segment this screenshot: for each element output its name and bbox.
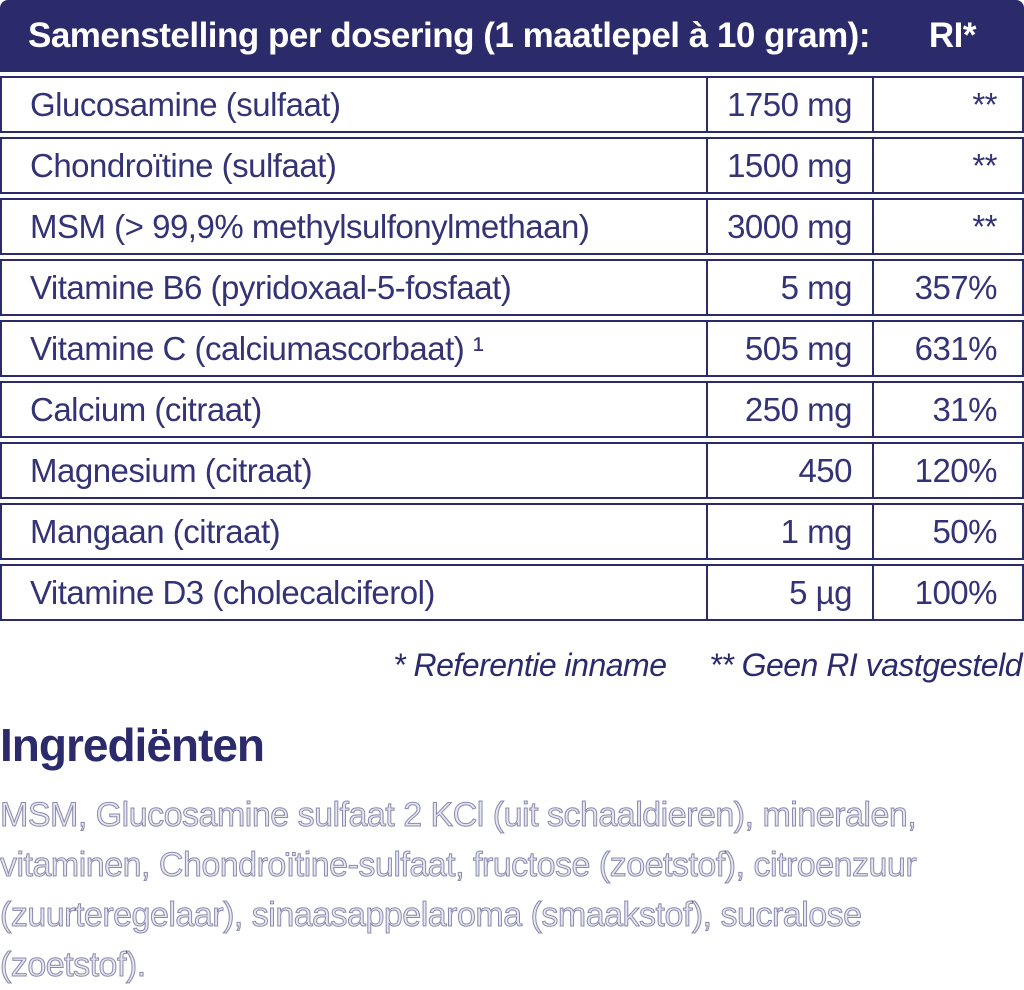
table-row: Calcium (citraat) 250 mg 31% [0,381,1024,438]
nutrient-name-cell: Magnesium (citraat) [30,451,313,489]
amount-cell: 1500 mg [706,139,872,192]
nutrient-name-cell: MSM (> 99,9% methylsulfonylmethaan) [30,207,590,245]
ri-value-cell: 120% [872,444,1022,497]
ri-value-cell: 100% [872,566,1022,619]
footnote: * Referentie inname ** Geen RI vastgeste… [0,647,1024,684]
composition-table: Samenstelling per dosering (1 maatlepel … [0,0,1024,621]
ri-value-cell: ** [872,200,1022,253]
ingredients-heading: Ingrediënten [0,719,265,771]
table-row: MSM (> 99,9% methylsulfonylmethaan) 3000… [0,198,1024,255]
reference-intake-note: * Referentie inname [393,647,667,683]
table-body: Glucosamine (sulfaat) 1750 mg ** Chondro… [0,76,1024,621]
amount-cell: 505 mg [706,322,872,375]
ri-value-cell: 631% [872,322,1022,375]
table-row: Chondroïtine (sulfaat) 1500 mg ** [0,137,1024,194]
nutrient-name-cell: Glucosamine (sulfaat) [30,85,341,123]
ri-value-cell: 357% [872,261,1022,314]
ri-value-cell: 50% [872,505,1022,558]
amount-cell: 3000 mg [706,200,872,253]
table-row: Magnesium (citraat) 450 120% [0,442,1024,499]
ri-value-cell: 31% [872,383,1022,436]
table-row: Glucosamine (sulfaat) 1750 mg ** [0,76,1024,133]
amount-cell: 5 mg [706,261,872,314]
amount-cell: 250 mg [706,383,872,436]
ingredients-text: MSM, Glucosamine sulfaat 2 KCl (uit scha… [0,796,917,985]
ri-column-header: RI* [928,16,977,55]
amount-cell: 1 mg [706,505,872,558]
table-header: Samenstelling per dosering (1 maatlepel … [0,0,1024,72]
nutrient-name-cell: Chondroïtine (sulfaat) [30,146,337,184]
table-row: Vitamine D3 (cholecalciferol) 5 µg 100% [0,564,1024,621]
nutrient-name-cell: Mangaan (citraat) [30,512,281,550]
nutrient-name-cell: Vitamine D3 (cholecalciferol) [30,573,435,611]
table-row: Vitamine C (calciumascorbaat) ¹ 505 mg 6… [0,320,1024,377]
ri-value-cell: ** [872,139,1022,192]
nutrient-name-cell: Vitamine C (calciumascorbaat) ¹ [30,329,484,367]
no-ri-note: ** Geen RI vastgesteld [709,647,1022,683]
ri-value-cell: ** [872,78,1022,131]
table-row: Mangaan (citraat) 1 mg 50% [0,503,1024,560]
table-row: Vitamine B6 (pyridoxaal-5-fosfaat) 5 mg … [0,259,1024,316]
amount-cell: 450 [706,444,872,497]
nutrient-name-cell: Vitamine B6 (pyridoxaal-5-fosfaat) [30,268,512,306]
amount-cell: 5 µg [706,566,872,619]
amount-cell: 1750 mg [706,78,872,131]
table-title: Samenstelling per dosering (1 maatlepel … [28,16,871,55]
nutrient-name-cell: Calcium (citraat) [30,390,262,428]
